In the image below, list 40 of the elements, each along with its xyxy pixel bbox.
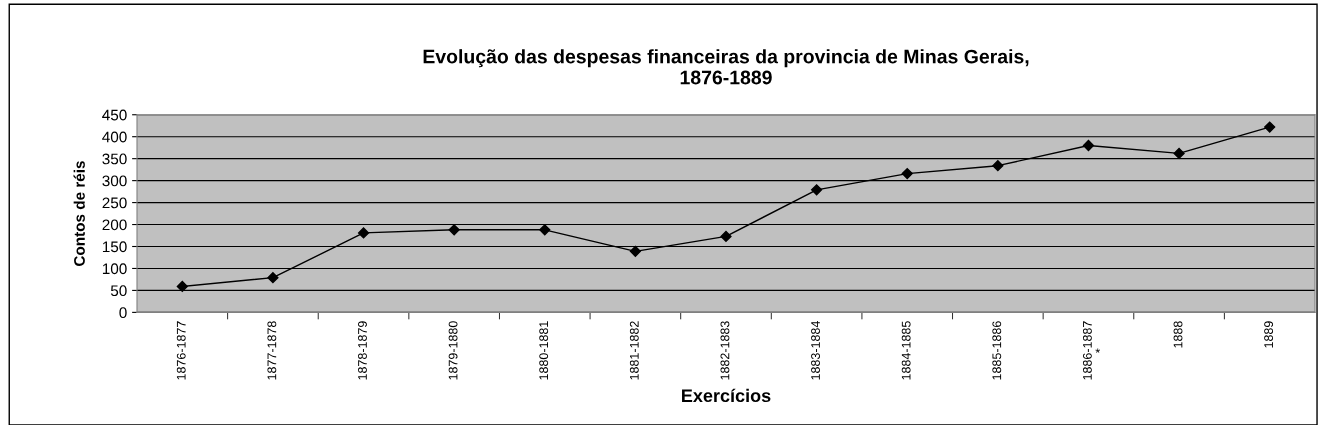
point [720,230,732,243]
point [811,184,823,196]
x-tick-label: 1879-1880 [448,321,458,380]
point [539,224,551,236]
chart-title: Evolução das despesas financeiras da provincia de Minas Gerais, 1876-1889 [423,49,1029,85]
x-tick-label: 1881-1882 [629,321,639,380]
y-tick-label: 150 [102,241,127,253]
x-tick-label: 1883-1884 [811,321,820,380]
x-tick-label: 1882-1883 [720,321,730,380]
x-tick-label: 1880-1881 [539,321,549,380]
x-tick-label: 1889 [1264,321,1274,348]
x-axis-title: Exercícios [682,388,771,403]
x-tick-label: 1876-1877 [176,321,186,380]
y-axis-title: Contos de réis [73,161,85,266]
x-tick-label: 1877-1878 [267,321,277,380]
y-tick-label: 250 [102,197,127,209]
y-tick-label: 350 [102,153,127,165]
text: * [1095,348,1100,353]
y-tick-label: 450 [102,109,127,121]
y-tick-label: 50 [110,285,127,297]
point [1173,147,1185,160]
y-tick-label: 300 [102,175,127,187]
x-tick-label: 1888 [1173,321,1183,348]
point [1082,139,1095,152]
x-tick-label: 1886-1887 [1082,321,1092,380]
point [357,227,370,239]
x-tick-label: 1885-1886 [992,321,1002,380]
y-tick-label: 100 [102,263,127,275]
point [267,272,279,284]
point [448,224,460,236]
point [176,280,188,293]
y-tick-label: 200 [102,219,127,231]
point [901,167,913,180]
point [992,160,1004,172]
point [629,245,641,257]
y-tick-label: 0 [119,307,127,319]
x-tick-label: 1878-1879 [358,321,367,380]
x-tick-label: 1884-1885 [901,321,911,380]
y-tick-label: 400 [102,131,127,143]
point [1264,121,1276,133]
